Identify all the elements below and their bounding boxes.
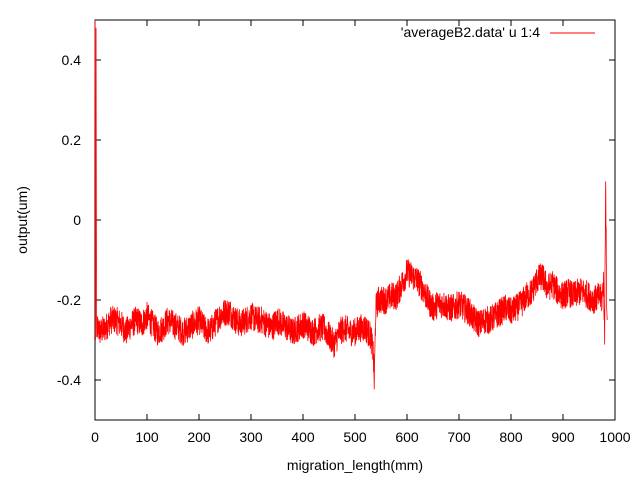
y-tick-label: -0.4 (57, 372, 81, 388)
y-tick-label: 0.2 (62, 132, 82, 148)
y-tick-label: -0.2 (57, 292, 81, 308)
x-tick-label: 600 (395, 429, 419, 445)
series-line (94, 19, 608, 390)
x-tick-label: 400 (291, 429, 315, 445)
plot-frame (94, 19, 616, 421)
x-tick-label: 1000 (599, 429, 630, 445)
x-axis-label: migration_length(mm) (287, 457, 423, 473)
y-tick-label: 0 (73, 212, 81, 228)
x-tick-label: 500 (343, 429, 367, 445)
x-tick-label: 300 (239, 429, 263, 445)
x-tick-label: 100 (135, 429, 159, 445)
x-tick-label: 0 (91, 429, 99, 445)
y-tick-label: 0.4 (62, 52, 82, 68)
x-axis-ticks: 0 100 200 300 400 500 600 700 800 900 1000 (91, 20, 631, 445)
legend: 'averageB2.data' u 1:4 (401, 24, 595, 40)
x-tick-label: 900 (551, 429, 575, 445)
x-tick-label: 800 (499, 429, 523, 445)
x-tick-label: 700 (447, 429, 471, 445)
series-layer (94, 19, 608, 390)
x-tick-label: 200 (187, 429, 211, 445)
y-axis-ticks: -0.4 -0.2 0 0.2 0.4 (57, 52, 615, 388)
y-axis-label: output(um) (14, 186, 30, 254)
legend-label: 'averageB2.data' u 1:4 (401, 24, 540, 40)
